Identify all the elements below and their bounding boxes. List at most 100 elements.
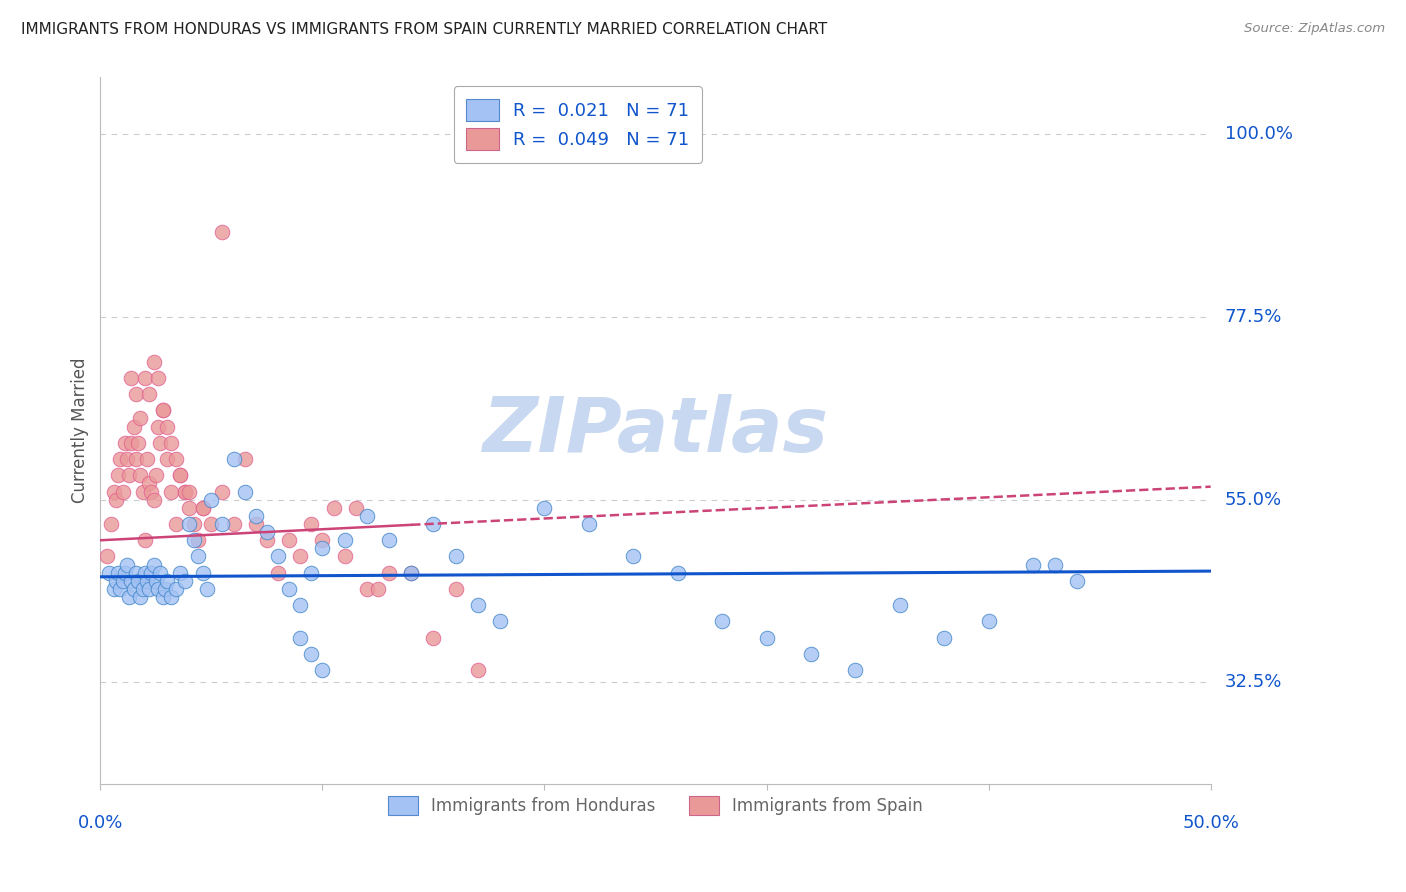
Point xyxy=(160,435,183,450)
Point xyxy=(141,566,163,580)
Point xyxy=(100,516,122,531)
Point xyxy=(195,582,218,596)
Point xyxy=(256,525,278,540)
Point xyxy=(160,484,183,499)
Point xyxy=(120,435,142,450)
Point xyxy=(444,549,467,564)
Point xyxy=(322,500,344,515)
Point xyxy=(115,558,138,572)
Point xyxy=(179,484,201,499)
Text: 50.0%: 50.0% xyxy=(1182,814,1239,832)
Point xyxy=(146,419,169,434)
Text: 100.0%: 100.0% xyxy=(1225,125,1292,144)
Point xyxy=(183,533,205,548)
Point xyxy=(118,468,141,483)
Point xyxy=(299,566,322,580)
Point xyxy=(156,574,179,588)
Text: 55.0%: 55.0% xyxy=(1225,491,1282,508)
Point xyxy=(129,468,152,483)
Point xyxy=(125,387,148,401)
Point xyxy=(145,468,167,483)
Point xyxy=(578,516,600,531)
Point xyxy=(149,566,172,580)
Point xyxy=(1045,558,1067,572)
Point xyxy=(129,590,152,604)
Point xyxy=(136,574,159,588)
Point xyxy=(290,549,312,564)
Point xyxy=(187,549,209,564)
Point xyxy=(141,484,163,499)
Y-axis label: Currently Married: Currently Married xyxy=(72,358,89,503)
Text: 77.5%: 77.5% xyxy=(1225,308,1282,326)
Point xyxy=(422,631,444,645)
Point xyxy=(149,435,172,450)
Point xyxy=(200,492,222,507)
Point xyxy=(1022,558,1045,572)
Point xyxy=(267,549,290,564)
Point xyxy=(169,468,191,483)
Point xyxy=(222,452,245,467)
Point xyxy=(333,533,356,548)
Point xyxy=(142,558,165,572)
Point xyxy=(169,468,191,483)
Point xyxy=(152,590,174,604)
Point xyxy=(311,541,333,556)
Point xyxy=(110,582,132,596)
Point xyxy=(399,566,422,580)
Text: ZIPatlas: ZIPatlas xyxy=(482,393,828,467)
Point xyxy=(122,419,145,434)
Point xyxy=(844,663,866,677)
Point xyxy=(146,371,169,385)
Point xyxy=(533,500,555,515)
Point xyxy=(378,533,401,548)
Point xyxy=(344,500,367,515)
Point xyxy=(311,533,333,548)
Point xyxy=(103,484,125,499)
Point xyxy=(256,533,278,548)
Point xyxy=(145,574,167,588)
Point xyxy=(142,492,165,507)
Point xyxy=(152,403,174,417)
Point xyxy=(800,647,823,661)
Point xyxy=(179,516,201,531)
Point xyxy=(755,631,778,645)
Text: IMMIGRANTS FROM HONDURAS VS IMMIGRANTS FROM SPAIN CURRENTLY MARRIED CORRELATION : IMMIGRANTS FROM HONDURAS VS IMMIGRANTS F… xyxy=(21,22,827,37)
Point xyxy=(111,484,134,499)
Point xyxy=(127,435,149,450)
Point xyxy=(311,663,333,677)
Point xyxy=(356,508,378,523)
Point xyxy=(138,582,160,596)
Point xyxy=(467,663,489,677)
Point xyxy=(104,574,127,588)
Point xyxy=(146,582,169,596)
Text: Source: ZipAtlas.com: Source: ZipAtlas.com xyxy=(1244,22,1385,36)
Text: 0.0%: 0.0% xyxy=(77,814,124,832)
Point xyxy=(118,590,141,604)
Point xyxy=(134,566,156,580)
Point xyxy=(191,500,214,515)
Point xyxy=(169,566,191,580)
Point xyxy=(333,549,356,564)
Point xyxy=(173,484,195,499)
Point xyxy=(131,484,153,499)
Point xyxy=(211,225,233,239)
Point xyxy=(278,582,301,596)
Point xyxy=(299,647,322,661)
Point xyxy=(134,533,156,548)
Point xyxy=(120,574,142,588)
Point xyxy=(107,566,129,580)
Point xyxy=(290,598,312,612)
Point xyxy=(160,590,183,604)
Point xyxy=(889,598,911,612)
Point xyxy=(156,419,179,434)
Point xyxy=(934,631,956,645)
Point xyxy=(138,387,160,401)
Point xyxy=(173,574,195,588)
Point xyxy=(138,476,160,491)
Point xyxy=(179,500,201,515)
Point xyxy=(489,615,512,629)
Point xyxy=(98,566,121,580)
Point xyxy=(222,516,245,531)
Point xyxy=(103,582,125,596)
Point xyxy=(233,452,256,467)
